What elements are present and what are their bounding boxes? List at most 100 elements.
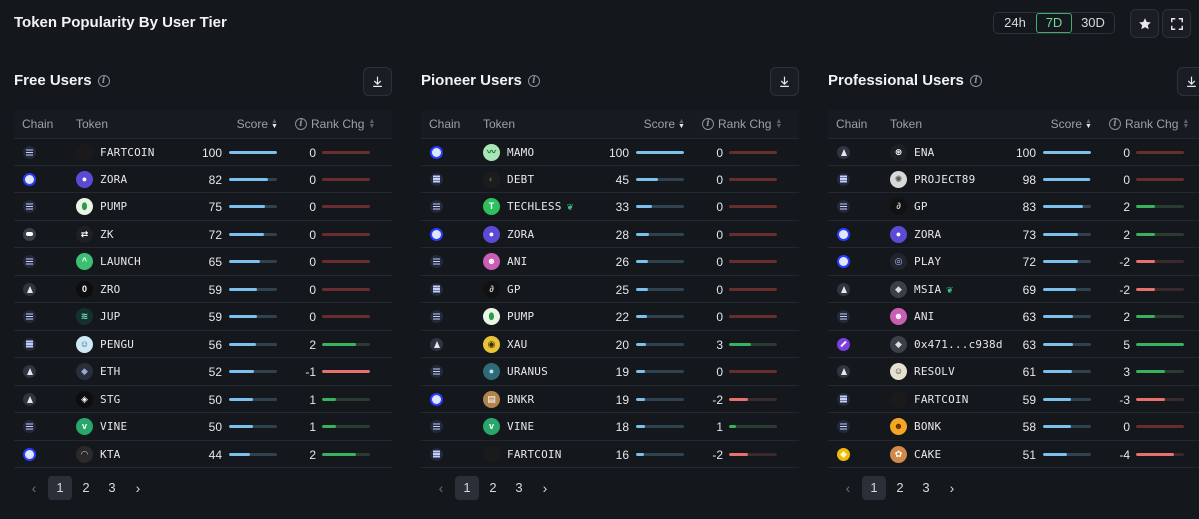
- table-row[interactable]: ^ LAUNCH 65 0: [14, 248, 392, 276]
- token-symbol[interactable]: PLAY: [914, 255, 942, 268]
- prev-page-button[interactable]: ‹: [845, 480, 851, 496]
- token-name[interactable]: TECHLESS ❦: [507, 200, 573, 213]
- token-symbol[interactable]: PENGU: [100, 337, 135, 351]
- token-symbol[interactable]: ZORA: [507, 227, 535, 241]
- info-icon[interactable]: i: [527, 74, 540, 87]
- token-name[interactable]: KTA: [100, 448, 120, 461]
- token-symbol[interactable]: VINE: [100, 420, 128, 433]
- table-row[interactable]: ✺ PROJECT89 98 0: [828, 166, 1199, 193]
- table-row[interactable]: FARTCOIN 100 0: [14, 138, 392, 166]
- token-name[interactable]: ZORA: [100, 173, 127, 186]
- token-symbol[interactable]: LAUNCH: [100, 255, 141, 268]
- token-name[interactable]: FARTCOIN: [914, 393, 969, 406]
- token-name[interactable]: XAU: [507, 338, 527, 351]
- token-name[interactable]: PROJECT89: [914, 173, 975, 186]
- table-row[interactable]: ● ZORA 82 0: [14, 166, 392, 193]
- table-row[interactable]: ◈ STG 50 1: [14, 386, 392, 413]
- table-row[interactable]: ∂ GP 25 0: [421, 276, 799, 303]
- info-icon[interactable]: i: [1109, 118, 1121, 130]
- token-name[interactable]: FARTCOIN: [507, 448, 562, 461]
- next-page-button[interactable]: ›: [135, 480, 141, 496]
- prev-page-button[interactable]: ‹: [438, 480, 444, 496]
- page-1-button[interactable]: 1: [455, 476, 479, 500]
- table-row[interactable]: T TECHLESS ❦ 33 0: [421, 193, 799, 221]
- info-icon[interactable]: i: [295, 118, 307, 130]
- table-row[interactable]: ☻ BONK 58 0: [828, 413, 1199, 441]
- token-symbol[interactable]: MAMO: [507, 146, 535, 159]
- info-icon[interactable]: i: [702, 118, 714, 130]
- token-name[interactable]: ANI: [507, 255, 527, 268]
- token-symbol[interactable]: PUMP: [100, 200, 128, 213]
- page-3-button[interactable]: 3: [108, 480, 116, 495]
- token-name[interactable]: PUMP: [507, 310, 534, 323]
- token-name[interactable]: VINE: [507, 420, 534, 433]
- info-icon[interactable]: i: [97, 74, 110, 87]
- token-symbol[interactable]: ZRO: [100, 282, 121, 296]
- table-row[interactable]: ◆ ETH 52 -1: [14, 358, 392, 386]
- token-symbol[interactable]: ZORA: [914, 227, 942, 241]
- table-row[interactable]: v VINE 50 1: [14, 413, 392, 441]
- table-row[interactable]: ◎ PLAY 72 -2: [828, 248, 1199, 276]
- token-symbol[interactable]: CAKE: [914, 447, 942, 461]
- token-name[interactable]: ZORA: [507, 228, 534, 241]
- table-row[interactable]: ◆ 0x471...c938d 63 5: [828, 331, 1199, 358]
- token-name[interactable]: MSIA ❦: [914, 283, 953, 296]
- token-name[interactable]: BNKR: [507, 393, 534, 406]
- table-row[interactable]: ⬮ PUMP 75 0: [14, 193, 392, 221]
- token-name[interactable]: LAUNCH: [100, 255, 141, 268]
- token-symbol[interactable]: GP: [914, 200, 928, 213]
- token-symbol[interactable]: ETH: [100, 365, 121, 378]
- table-row[interactable]: 0 ZRO 59 0: [14, 276, 392, 303]
- page-1-button[interactable]: 1: [862, 476, 886, 500]
- token-name[interactable]: ZK: [100, 228, 114, 241]
- table-row[interactable]: ⬮ PUMP 22 0: [421, 303, 799, 331]
- token-symbol[interactable]: BNKR: [507, 392, 535, 406]
- token-name[interactable]: VINE: [100, 420, 127, 433]
- page-3-button[interactable]: 3: [515, 480, 523, 495]
- token-name[interactable]: BONK: [914, 420, 941, 433]
- prev-page-button[interactable]: ‹: [31, 480, 37, 496]
- fullscreen-button[interactable]: [1162, 9, 1191, 38]
- token-name[interactable]: URANUS: [507, 365, 548, 378]
- token-symbol[interactable]: URANUS: [507, 365, 548, 378]
- token-symbol[interactable]: 0x471...c938d: [914, 337, 1003, 351]
- column-header-score[interactable]: Score ▲ ▼: [644, 117, 685, 131]
- token-name[interactable]: GP: [507, 283, 521, 296]
- download-button[interactable]: [363, 67, 392, 96]
- table-row[interactable]: 〰 MAMO 100 0: [421, 138, 799, 166]
- token-name[interactable]: 0x471...c938d: [914, 338, 1003, 351]
- token-symbol[interactable]: VINE: [507, 420, 535, 433]
- token-symbol[interactable]: MSIA: [914, 282, 942, 296]
- table-row[interactable]: ⊛ ENA 100 0: [828, 138, 1199, 166]
- info-icon[interactable]: i: [969, 74, 982, 87]
- table-row[interactable]: ☺ PENGU 56 2: [14, 331, 392, 358]
- table-row[interactable]: ☺ RESOLV 61 3: [828, 358, 1199, 386]
- column-header-rank-change[interactable]: i Rank Chg ▲ ▼: [702, 117, 782, 131]
- page-2-button[interactable]: 2: [489, 480, 497, 495]
- token-symbol[interactable]: GP: [507, 282, 521, 296]
- token-symbol[interactable]: KTA: [100, 447, 121, 461]
- token-name[interactable]: GP: [914, 200, 928, 213]
- token-name[interactable]: JUP: [100, 310, 120, 323]
- table-row[interactable]: ☻ ANI 63 2: [828, 303, 1199, 331]
- table-row[interactable]: v VINE 18 1: [421, 413, 799, 441]
- column-header-rank-change[interactable]: i Rank Chg ▲ ▼: [1109, 117, 1189, 131]
- token-symbol[interactable]: FARTCOIN: [507, 447, 562, 461]
- token-name[interactable]: PLAY: [914, 255, 941, 268]
- token-symbol[interactable]: JUP: [100, 310, 121, 323]
- token-symbol[interactable]: STG: [100, 392, 121, 406]
- token-symbol[interactable]: ENA: [914, 146, 935, 159]
- token-symbol[interactable]: ZK: [100, 227, 114, 241]
- token-symbol[interactable]: RESOLV: [914, 365, 955, 378]
- timeframe-30d-button[interactable]: 30D: [1081, 15, 1105, 30]
- timeframe-7d-button[interactable]: 7D: [1036, 13, 1072, 33]
- table-row[interactable]: ▤ BNKR 19 -2: [421, 386, 799, 413]
- token-name[interactable]: ANI: [914, 310, 934, 323]
- page-3-button[interactable]: 3: [922, 480, 930, 495]
- token-symbol[interactable]: FARTCOIN: [914, 392, 969, 406]
- token-symbol[interactable]: XAU: [507, 337, 528, 351]
- column-header-score[interactable]: Score ▲ ▼: [1051, 117, 1092, 131]
- token-symbol[interactable]: BONK: [914, 420, 942, 433]
- table-row[interactable]: ≋ JUP 59 0: [14, 303, 392, 331]
- token-name[interactable]: ETH: [100, 365, 120, 378]
